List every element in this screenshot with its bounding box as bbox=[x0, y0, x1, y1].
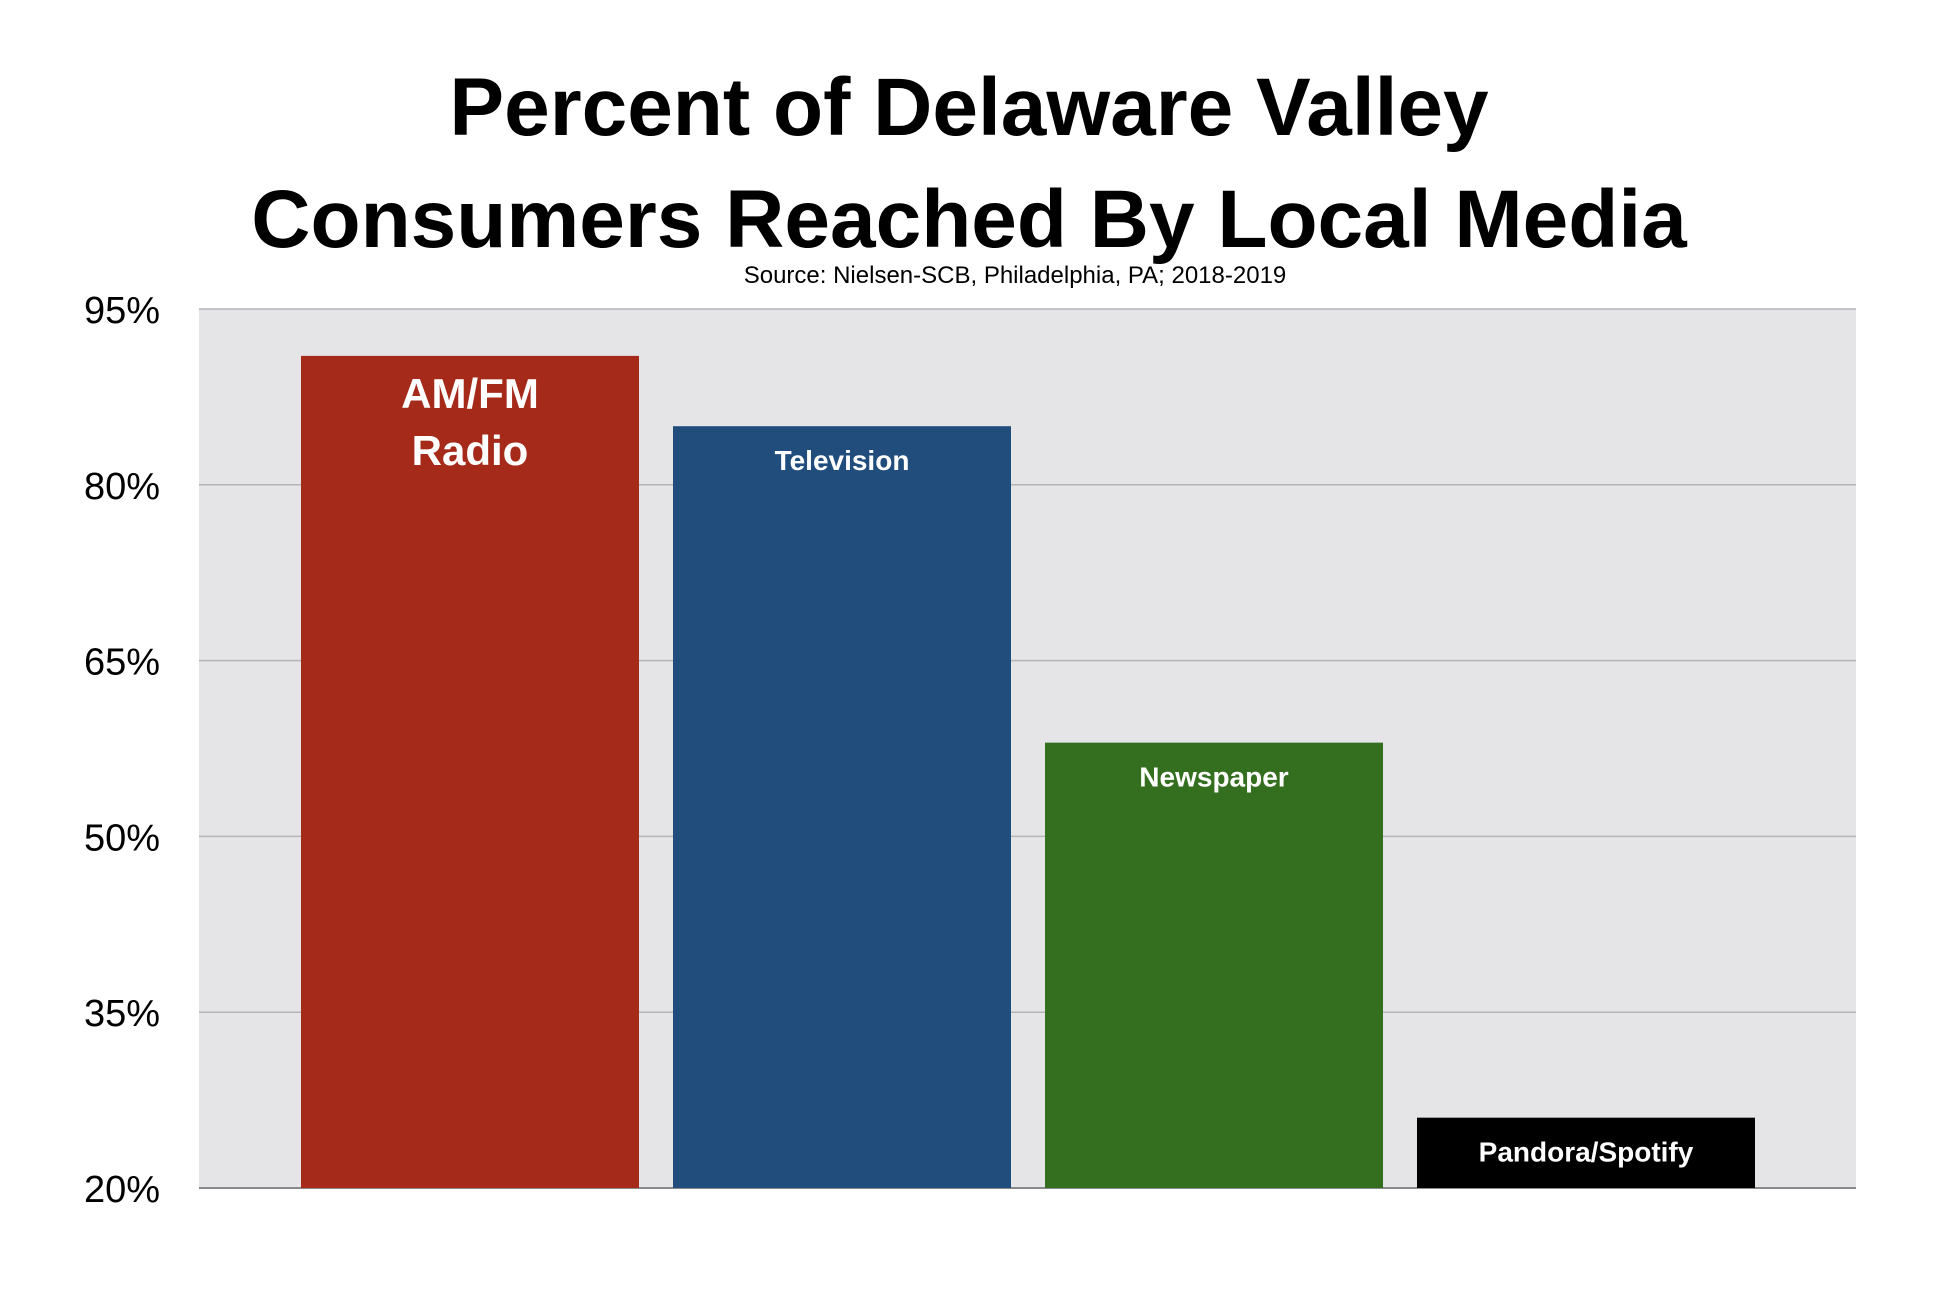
bar-label: Pandora/Spotify bbox=[1479, 1137, 1694, 1168]
bar-label: Newspaper bbox=[1139, 762, 1288, 793]
y-tick-label: 65% bbox=[84, 642, 160, 684]
y-tick-label: 80% bbox=[84, 466, 160, 508]
chart-title-line-2: Consumers Reached By Local Media bbox=[251, 174, 1687, 265]
y-tick-label: 35% bbox=[84, 993, 160, 1035]
bar bbox=[673, 426, 1011, 1188]
chart-title-line-1: Percent of Delaware Valley bbox=[449, 62, 1489, 153]
chart-subtitle: Source: Nielsen-SCB, Philadelphia, PA; 2… bbox=[743, 262, 1287, 289]
y-tick-label: 20% bbox=[84, 1169, 160, 1211]
bar-label: AM/FM bbox=[401, 370, 539, 417]
y-tick-label: 50% bbox=[84, 817, 160, 859]
chart-title: Percent of Delaware Valley Consumers Rea… bbox=[0, 52, 1938, 276]
y-tick-label: 95% bbox=[84, 290, 160, 332]
bar bbox=[301, 355, 639, 1188]
bar bbox=[1045, 742, 1383, 1188]
bar bbox=[1417, 1117, 1755, 1188]
bar-label: Radio bbox=[412, 427, 529, 474]
bar-label: Television bbox=[775, 445, 910, 476]
